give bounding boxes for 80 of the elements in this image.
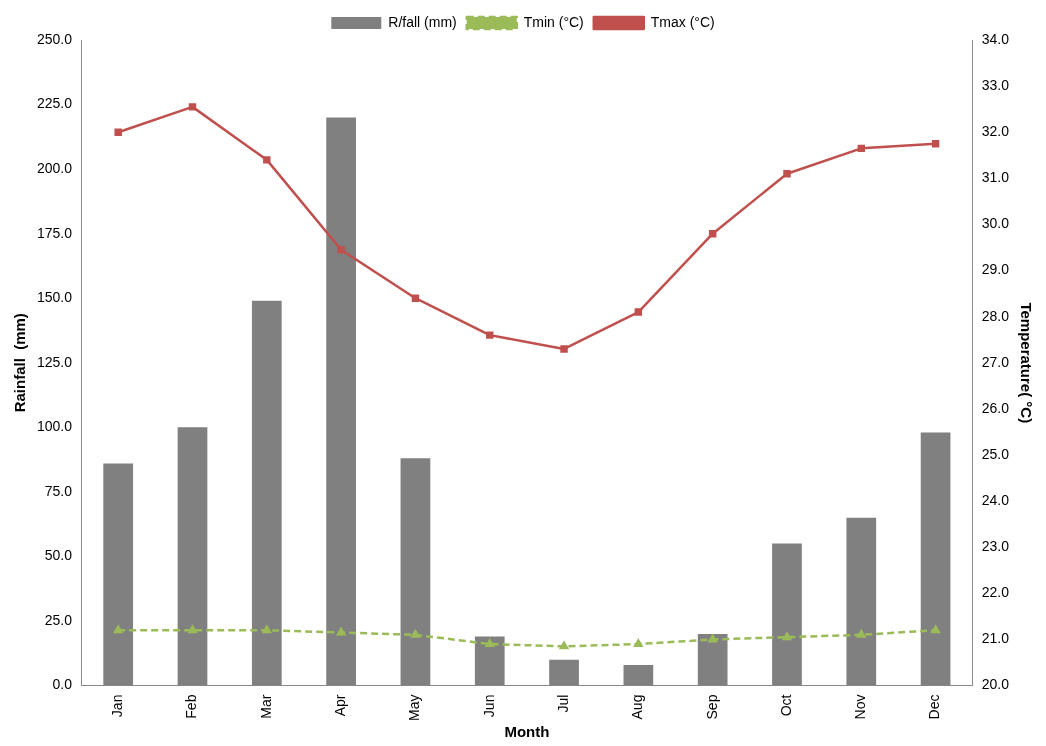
bar — [251, 300, 282, 686]
y2-tick-label: 26.0 — [981, 399, 1010, 416]
x-tick-label: Nov — [852, 694, 869, 720]
y2-tick-label: 21.0 — [981, 630, 1010, 647]
point — [262, 625, 272, 634]
point — [113, 625, 123, 634]
x-tick-label: Jul — [554, 694, 571, 713]
point — [931, 140, 940, 148]
bar — [400, 458, 431, 686]
point — [336, 627, 346, 636]
point — [486, 331, 494, 339]
y2-tick-label: 22.0 — [981, 584, 1010, 601]
bar — [474, 636, 505, 686]
point — [188, 103, 197, 111]
y-tick-label: 125.0 — [36, 353, 73, 370]
y-tick-label: 0.0 — [52, 676, 73, 693]
bar — [920, 432, 951, 686]
y-tick-label: 225.0 — [36, 95, 73, 112]
y2-tick-label: 29.0 — [981, 261, 1010, 278]
point — [560, 345, 568, 353]
y2-tick-label: 31.0 — [981, 169, 1010, 186]
point — [857, 144, 866, 153]
y-tick-label: 200.0 — [36, 159, 73, 176]
y2-tick-label: 32.0 — [981, 123, 1010, 140]
legend-label: R/fall (mm) — [388, 13, 457, 30]
point — [559, 641, 569, 650]
point — [634, 308, 643, 316]
point — [634, 639, 643, 648]
y-tick-label: 150.0 — [36, 289, 73, 306]
point — [931, 625, 940, 634]
bar — [326, 117, 356, 686]
y-axis-title: Rainfall (mm) — [11, 313, 29, 413]
point — [337, 246, 345, 254]
x-tick-label: Jun — [480, 694, 497, 718]
y2-tick-label: 25.0 — [981, 445, 1010, 462]
point — [783, 170, 791, 178]
x-tick-label: Oct — [777, 694, 794, 717]
y-tick-label: 50.0 — [44, 547, 73, 564]
y2-tick-label: 33.0 — [981, 76, 1010, 93]
point — [485, 639, 495, 648]
x-axis-title: Month — [504, 723, 550, 741]
bar — [177, 427, 208, 686]
y2-tick-label: 34.0 — [981, 30, 1010, 47]
x-tick-label: Feb — [183, 694, 200, 719]
x-tick-label: Mar — [257, 694, 274, 719]
y-tick-label: 250.0 — [36, 30, 73, 47]
y2-tick-label: 28.0 — [981, 307, 1010, 324]
legend-label: Tmax (°C) — [650, 13, 715, 30]
x-tick-label: Apr — [331, 694, 348, 717]
point — [188, 625, 197, 634]
y2-tick-label: 20.0 — [981, 676, 1010, 693]
y2-axis-title: Temperature( °C) — [1017, 302, 1035, 424]
y-tick-label: 25.0 — [44, 611, 73, 628]
point — [782, 632, 792, 641]
bar — [623, 664, 654, 686]
bar — [697, 633, 728, 686]
legend-label: Tmin (°C) — [523, 13, 584, 30]
point — [263, 156, 271, 164]
y-tick-label: 75.0 — [44, 482, 73, 499]
point — [857, 630, 866, 638]
point — [114, 128, 122, 136]
x-tick-label: May — [406, 694, 423, 721]
x-tick-label: Aug — [629, 694, 646, 720]
bar — [846, 517, 877, 686]
bar — [772, 543, 802, 686]
x-tick-label: Sep — [703, 694, 720, 720]
x-tick-label: Jan — [109, 694, 126, 718]
point — [411, 294, 420, 302]
y2-tick-label: 23.0 — [981, 538, 1010, 555]
point — [411, 630, 420, 638]
x-tick-label: Dec — [926, 694, 943, 720]
bar — [549, 659, 579, 686]
y-tick-label: 175.0 — [36, 224, 73, 241]
point — [708, 229, 717, 238]
bar — [103, 463, 134, 686]
y-tick-label: 100.0 — [36, 418, 73, 435]
y2-tick-label: 30.0 — [981, 215, 1010, 232]
point — [708, 634, 717, 643]
y2-tick-label: 24.0 — [981, 491, 1010, 508]
y2-tick-label: 27.0 — [981, 353, 1010, 370]
